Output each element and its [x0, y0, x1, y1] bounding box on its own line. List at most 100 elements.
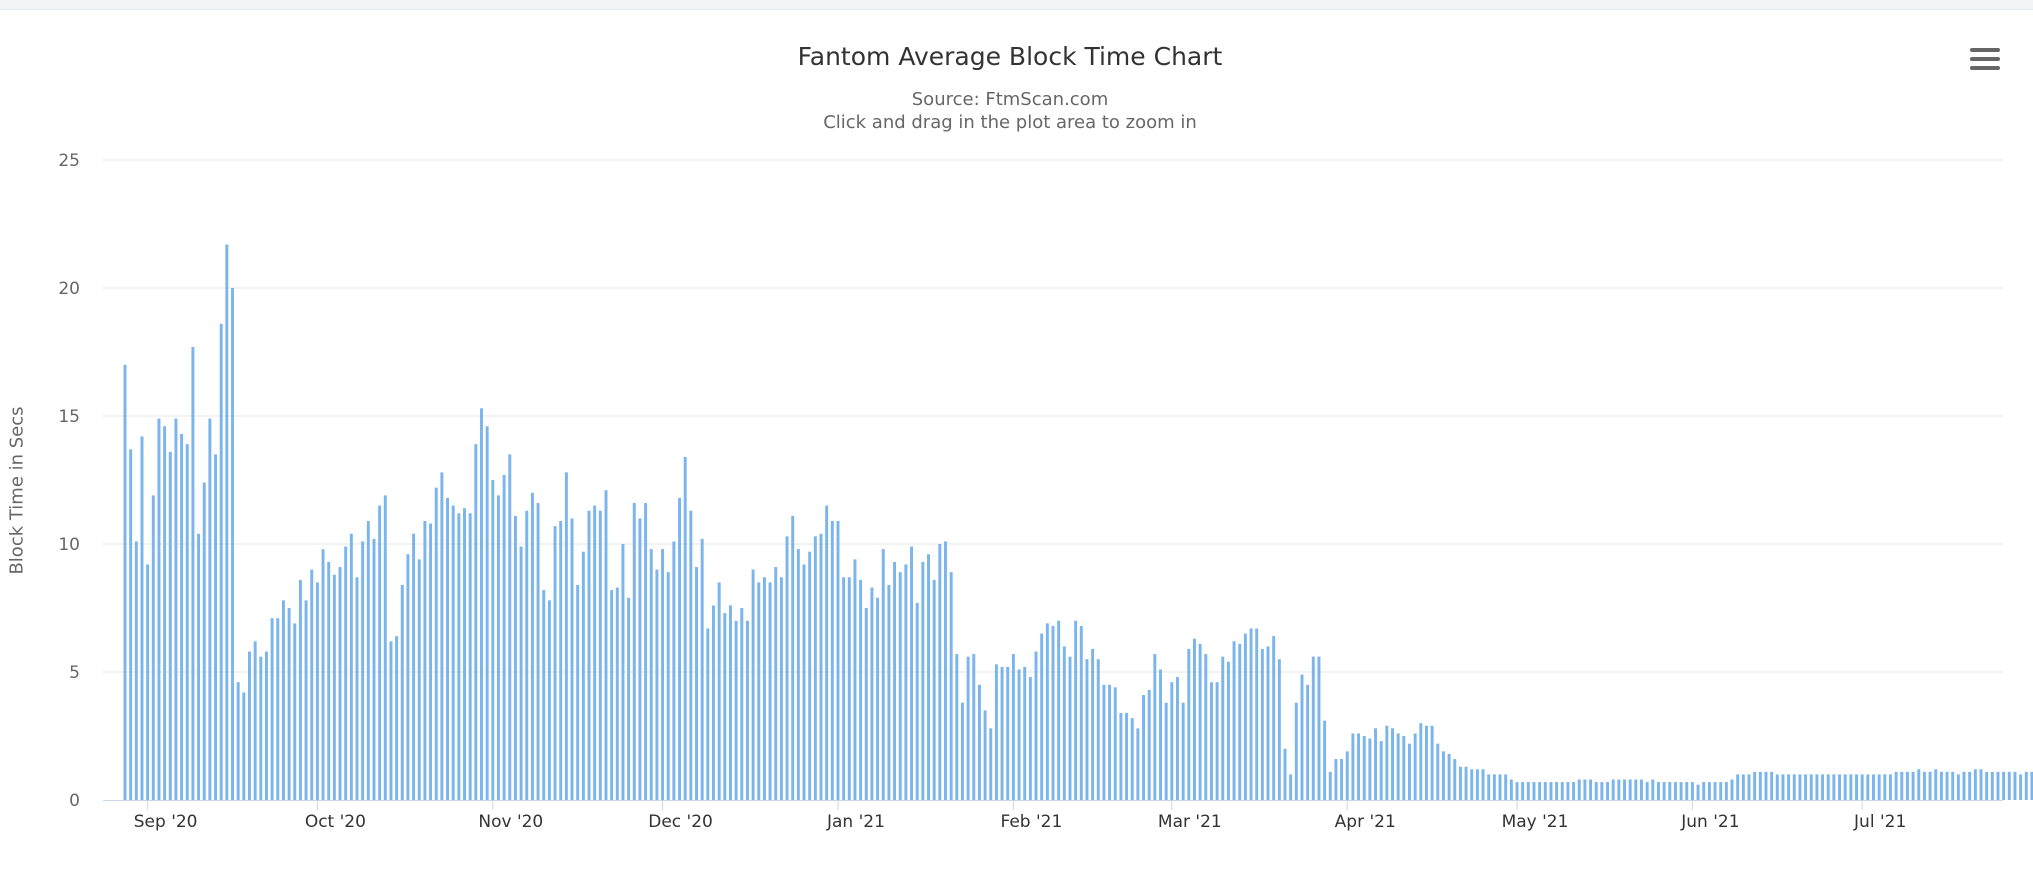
chart-bar — [423, 520, 427, 800]
chart-subtitle-hint: Click and drag in the plot area to zoom … — [823, 112, 1197, 133]
chart-bar — [1345, 751, 1349, 800]
chart-bar — [1430, 725, 1434, 800]
chart-bar — [1634, 779, 1638, 800]
chart-bar — [1645, 782, 1649, 800]
chart-bar — [1232, 641, 1236, 800]
chart-bar — [1821, 774, 1825, 800]
chart-bar — [293, 623, 297, 800]
chart-bar — [1555, 782, 1559, 800]
chart-bar — [321, 549, 325, 800]
chart-bar — [1492, 774, 1496, 800]
chart-bar — [1662, 782, 1666, 800]
chart-bar — [1883, 774, 1887, 800]
chart-bar — [259, 656, 263, 800]
chart-bar — [1775, 774, 1779, 800]
chart-subtitle: Source: FtmScan.com — [911, 89, 1109, 110]
chart-bar — [830, 520, 834, 800]
menu-line — [1970, 66, 2000, 70]
chart-bar — [123, 364, 127, 800]
chart-title: Fantom Average Block Time Chart — [797, 42, 1223, 71]
chart-bar — [1091, 648, 1095, 800]
chart-bar — [1085, 659, 1089, 800]
chart-bar — [1894, 771, 1898, 800]
chart-bar — [1922, 771, 1926, 800]
chart-bar — [1034, 651, 1038, 800]
chart-bar — [1832, 774, 1836, 800]
chart-bar — [451, 505, 455, 800]
chart-bar — [1934, 769, 1938, 800]
chart-bar — [417, 559, 421, 800]
chart-bar — [1549, 782, 1553, 800]
chart-bar — [236, 682, 240, 800]
chart-bar — [1888, 774, 1892, 800]
chart-bar — [1079, 625, 1083, 800]
chart-bar — [1628, 779, 1632, 800]
chart-bar — [847, 577, 851, 800]
chart-bar — [1696, 784, 1700, 800]
chart-bar — [627, 597, 631, 800]
chart-bar — [1849, 774, 1853, 800]
chart-bar — [1396, 733, 1400, 800]
hamburger-menu-icon[interactable] — [1970, 48, 2000, 74]
chart-bar — [1747, 774, 1751, 800]
chart-bar — [1453, 759, 1457, 800]
chart-bar — [378, 505, 382, 800]
chart-bar — [1509, 779, 1513, 800]
chart-bar — [508, 454, 512, 800]
chart-bar — [904, 564, 908, 800]
chart-bar — [168, 451, 172, 800]
chart-bar — [1306, 684, 1310, 800]
chart-bar — [457, 513, 461, 800]
chart-bar — [1968, 771, 1972, 800]
chart-bar — [1006, 666, 1010, 800]
chart-bar — [530, 492, 534, 800]
chart-bar — [140, 436, 144, 800]
chart-bar — [1311, 656, 1315, 800]
chart-bar — [887, 584, 891, 800]
chart-bar — [796, 549, 800, 800]
chart-bar — [1340, 759, 1344, 800]
chart-bar — [1159, 669, 1162, 800]
chart-bar — [1945, 771, 1949, 800]
chart-bar — [1215, 682, 1219, 800]
chart-bar — [994, 664, 998, 800]
chart-bar — [1458, 766, 1462, 800]
chart-bar — [1521, 782, 1525, 800]
chart-bar — [1911, 771, 1915, 800]
chart-bar — [1113, 687, 1117, 800]
chart-bar — [191, 346, 195, 800]
chart-bar — [1096, 659, 1100, 800]
chart-bar — [202, 482, 206, 800]
chart-bar — [1719, 782, 1723, 800]
chart-bar — [480, 408, 483, 800]
chart-bar — [298, 579, 302, 800]
chart-bar — [853, 559, 857, 800]
chart-bar — [1181, 702, 1185, 800]
chart-bar — [745, 620, 749, 800]
chart-bar — [1125, 712, 1129, 800]
chart-bar — [468, 513, 472, 800]
chart-bar — [870, 587, 874, 800]
chart-bar — [1798, 774, 1802, 800]
chart-bar — [762, 577, 766, 800]
chart-bar — [717, 582, 721, 800]
chart-bar — [570, 518, 574, 800]
chart-bar — [1713, 782, 1717, 800]
chart-bar — [819, 533, 823, 800]
chart-bar — [1538, 782, 1542, 800]
chart-bar — [536, 503, 540, 800]
chart-bar — [2024, 771, 2028, 800]
x-tick-label: Mar '21 — [1158, 812, 1222, 832]
chart-bar — [389, 641, 393, 800]
chart-bar — [1153, 654, 1157, 800]
chart-bar — [474, 444, 478, 800]
chart-bar — [1226, 661, 1230, 800]
chart-bar — [938, 544, 942, 800]
chart-bar — [910, 546, 914, 800]
chart-bar — [1956, 774, 1960, 800]
chart-bar — [859, 579, 863, 800]
chart-bar — [1979, 769, 1983, 800]
chart-bar — [1102, 684, 1106, 800]
chart-bar — [491, 480, 495, 800]
